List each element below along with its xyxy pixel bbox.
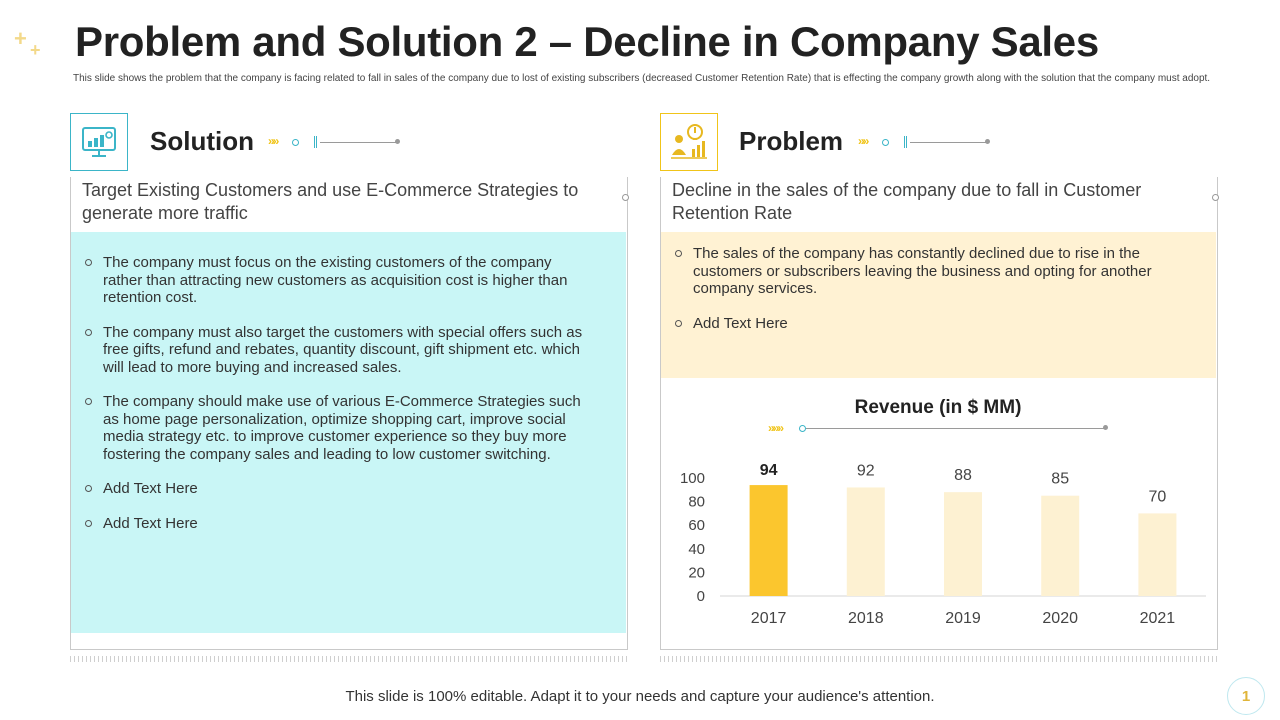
bullet-icon: [85, 398, 92, 405]
monitor-analytics-icon: [82, 127, 116, 157]
problem-bullet-list: The sales of the company has constantly …: [661, 245, 1181, 349]
problem-panel: Problem »» Decline in the sales of the c…: [660, 112, 1219, 668]
double-bar-decoration: [314, 136, 317, 148]
x-tick-label: 2018: [848, 610, 884, 627]
bullet-icon: [85, 328, 92, 336]
double-bar-decoration: [904, 136, 907, 148]
chart-title: Revenue (in $ MM): [854, 397, 1022, 418]
list-item: Add Text Here: [71, 515, 591, 533]
sparkle-decoration-icon: +: [14, 26, 27, 51]
data-label: 92: [857, 462, 875, 479]
y-tick-label: 0: [697, 588, 705, 605]
problem-content-area: The sales of the company has constantly …: [661, 232, 1216, 378]
footer-text: This slide is 100% editable. Adapt it to…: [345, 688, 935, 705]
problem-panel-frame: [660, 177, 1218, 650]
solution-heading: Solution: [150, 126, 254, 156]
chart-title-line: [806, 428, 1106, 429]
list-item: Add Text Here: [71, 480, 591, 498]
heading-line: [320, 142, 398, 143]
x-tick-label: 2020: [1042, 610, 1078, 627]
bar: [944, 492, 982, 596]
y-tick-label: 80: [688, 494, 705, 511]
data-label: 94: [760, 462, 778, 479]
bar: [1041, 495, 1080, 596]
list-item: The company must focus on the existing c…: [71, 254, 591, 307]
revenue-bar-chart: 0 20 40 60 80 100 94 2017 92 2018 88 2019 85 2020 70 20…: [680, 462, 1206, 627]
chevrons-icon: »»: [268, 134, 279, 148]
slide-title: Problem and Solution 2 – Decline in Comp…: [75, 18, 1099, 65]
bullet-icon: [675, 319, 682, 327]
solution-lead-text: Target Existing Customers and use E-Comm…: [82, 180, 579, 223]
x-tick-label: 2019: [945, 610, 981, 627]
bullet-icon: [85, 259, 92, 266]
list-item: The sales of the company has constantly …: [661, 245, 1181, 298]
bullet-icon: [675, 250, 682, 257]
y-tick-label: 60: [688, 517, 705, 534]
solution-icon-box: [70, 113, 128, 171]
bar: [846, 487, 885, 596]
data-label: 88: [954, 467, 972, 484]
sparkle-decoration-icon: +: [30, 40, 41, 60]
data-label: 85: [1051, 471, 1069, 488]
problem-icon-box: [660, 113, 718, 171]
solution-panel-frame: [70, 177, 628, 650]
bullet-icon: [85, 519, 92, 527]
heading-line-dot: [985, 139, 990, 144]
problem-hatch-divider: [660, 656, 1217, 662]
x-tick-label: 2021: [1140, 610, 1176, 627]
solution-panel: Solution »» Target Existing Customers an…: [70, 112, 629, 668]
x-tick-label: 2017: [751, 610, 787, 627]
bar: [749, 485, 788, 596]
slide-subtitle: This slide shows the problem that the co…: [73, 73, 1211, 84]
problem-frame-dot: [1212, 194, 1219, 201]
bar: [1138, 513, 1177, 596]
y-tick-label: 20: [688, 564, 705, 581]
solution-hatch-divider: [70, 656, 627, 662]
y-tick-label: 100: [680, 470, 705, 487]
list-item: The company should make use of various E…: [71, 393, 591, 463]
y-tick-label: 40: [688, 541, 705, 558]
heading-line-dot: [395, 139, 400, 144]
chart-title-line-dot: [1103, 425, 1108, 430]
chevrons-icon: »»»: [768, 421, 784, 435]
data-label: 70: [1149, 488, 1167, 505]
ring-decoration: [799, 425, 806, 432]
solution-frame-dot: [622, 194, 629, 201]
problem-heading: Problem: [739, 126, 844, 156]
problem-lead-text: Decline in the sales of the company due …: [672, 180, 1142, 223]
chevrons-icon: »»: [858, 134, 869, 148]
list-item: Add Text Here: [661, 315, 1181, 333]
heading-line: [910, 142, 988, 143]
solution-content-area: The company must focus on the existing c…: [71, 232, 626, 633]
ring-decoration: [882, 139, 889, 146]
bullet-icon: [85, 485, 92, 492]
list-item: The company must also target the custome…: [71, 324, 591, 377]
idea-growth-icon: [671, 124, 707, 159]
page-number: 1: [1227, 677, 1265, 715]
ring-decoration: [292, 139, 299, 146]
solution-bullet-list: The company must focus on the existing c…: [71, 254, 591, 549]
